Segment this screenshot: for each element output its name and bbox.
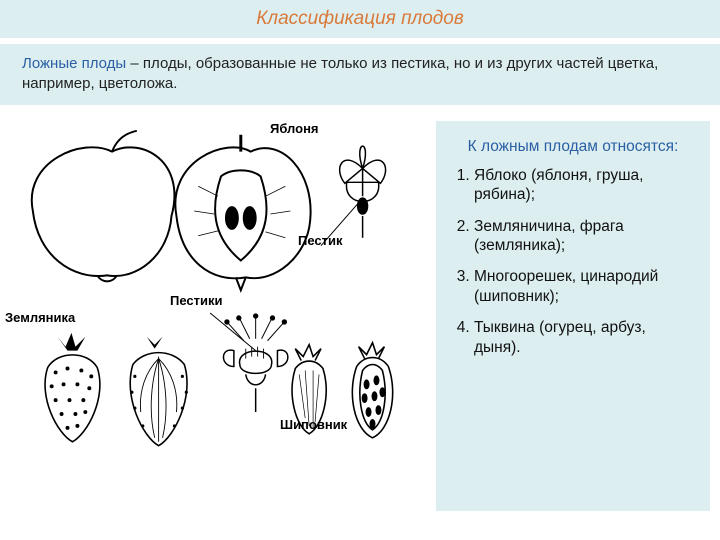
- label-apple-tree: Яблоня: [270, 121, 319, 136]
- list-item: Тыквина (огурец, арбуз, дыня).: [474, 318, 692, 357]
- label-pistils: Пестики: [170, 293, 223, 308]
- definition-bar: Ложные плоды – плоды, образованные не то…: [0, 44, 720, 105]
- label-pistil: Пестик: [298, 233, 343, 248]
- botanical-diagram: Яблоня Пестик Земляника Пестики Шиповник: [0, 115, 430, 515]
- list-item: Земляничина, фрага (земляника);: [474, 217, 692, 256]
- diagram-svg: [18, 123, 424, 507]
- list-heading: К ложным плодам относятся:: [454, 137, 692, 156]
- page-title: Классификация плодов: [256, 8, 464, 30]
- label-strawberry: Земляника: [5, 310, 75, 325]
- list-item: Яблоко (яблоня, груша, рябина);: [474, 166, 692, 205]
- list-item: Многоорешек, цинародий (шиповник);: [474, 267, 692, 306]
- content-row: Яблоня Пестик Земляника Пестики Шиповник: [0, 115, 720, 515]
- definition-term: Ложные плоды: [22, 55, 126, 72]
- fruit-list: Яблоко (яблоня, груша, рябина); Землянич…: [454, 166, 692, 357]
- list-panel: К ложным плодам относятся: Яблоко (яблон…: [436, 121, 710, 511]
- label-rosehip: Шиповник: [280, 417, 347, 432]
- title-bar: Классификация плодов: [0, 0, 720, 38]
